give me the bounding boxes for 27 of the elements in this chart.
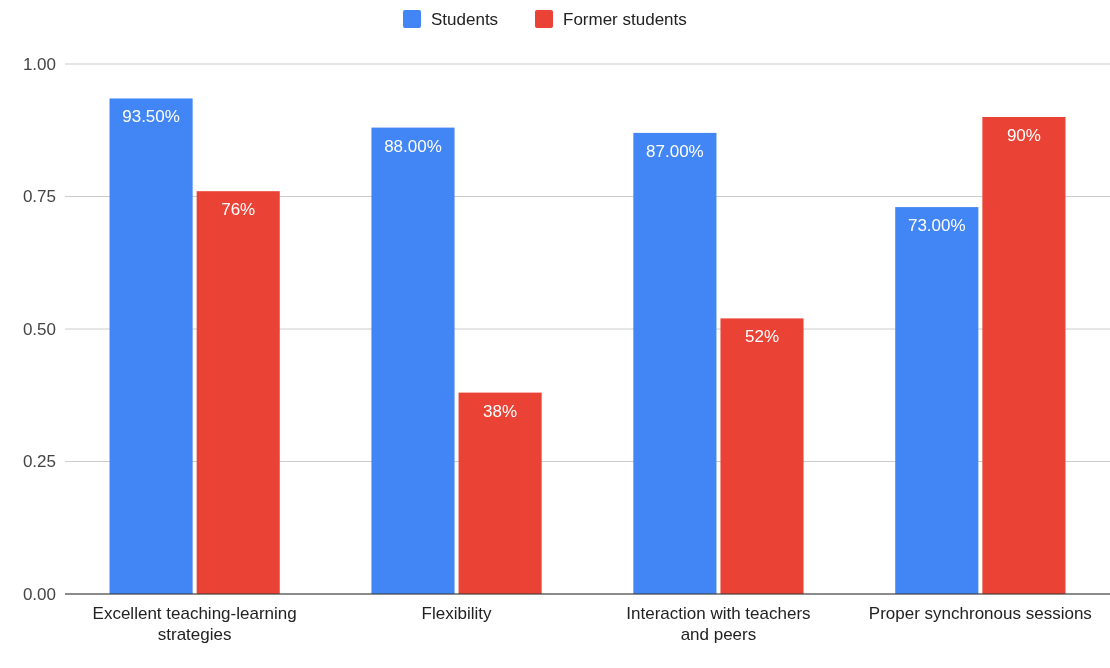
- data-label: 93.50%: [122, 107, 180, 127]
- data-label: 87.00%: [646, 141, 704, 161]
- y-tick-label: 0.75: [22, 187, 56, 207]
- x-tick-label: Flexibility: [421, 604, 492, 623]
- data-label: 52%: [745, 327, 780, 347]
- bar: [720, 318, 804, 594]
- bar: [196, 191, 280, 594]
- x-tick-label: Proper synchronous sessions: [868, 604, 1092, 623]
- bar: [109, 98, 193, 594]
- bar: [982, 117, 1066, 594]
- legend-label: Former students: [563, 9, 687, 29]
- data-label: 88.00%: [384, 136, 442, 156]
- y-tick-label: 0.25: [22, 452, 56, 472]
- x-tick-label: Interaction with teachers and peers: [626, 604, 811, 644]
- data-label: 73.00%: [907, 216, 966, 236]
- bar: [371, 127, 455, 594]
- x-tick-label: Excellent teaching-learning strategies: [92, 604, 297, 644]
- bar: [633, 132, 717, 594]
- data-label: 38%: [483, 401, 518, 421]
- y-tick-label: 1.00: [22, 54, 56, 74]
- legend-label: Students: [431, 9, 499, 29]
- data-label: 90%: [1006, 126, 1041, 145]
- data-label: 76%: [221, 200, 256, 220]
- y-tick-label: 0.00: [22, 584, 56, 604]
- bar: [458, 392, 542, 594]
- y-tick-label: 0.50: [22, 319, 56, 339]
- bar: [895, 207, 979, 594]
